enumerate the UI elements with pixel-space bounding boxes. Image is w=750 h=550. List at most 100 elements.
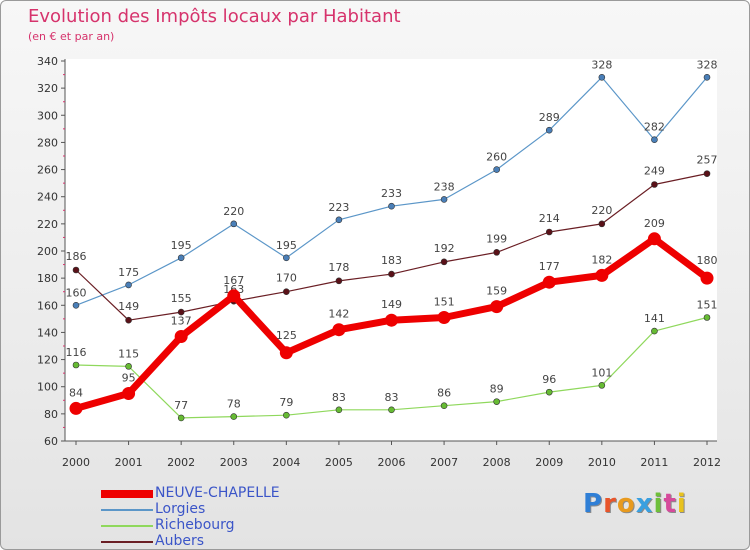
data-point-lorgies (440, 196, 448, 203)
data-label-aubers: 149 (118, 300, 139, 313)
data-label-neuve-chapelle: 177 (539, 260, 560, 273)
chart-title: Evolution des Impôts locaux par Habitant (28, 6, 401, 27)
x-tick-label: 2002 (167, 456, 195, 469)
data-label-lorgies: 328 (697, 58, 718, 71)
y-tick-label: 80 (44, 408, 58, 421)
data-label-lorgies: 195 (171, 239, 192, 252)
data-point-lorgies (493, 166, 500, 173)
data-point-neuve-chapelle (279, 346, 293, 360)
brand-letter: P (583, 489, 604, 519)
data-label-neuve-chapelle: 159 (486, 285, 507, 298)
data-point-aubers (177, 308, 185, 316)
data-point-aubers (283, 288, 290, 296)
legend-swatch (101, 525, 153, 527)
legend-swatch (101, 509, 153, 511)
y-tick-label: 220 (37, 218, 58, 231)
x-tick-label: 2007 (430, 456, 458, 469)
data-point-richebourg (440, 402, 448, 410)
data-point-neuve-chapelle (542, 275, 556, 289)
x-tick-label: 2001 (115, 456, 143, 469)
data-label-aubers: 183 (381, 254, 402, 267)
data-label-aubers: 257 (697, 154, 718, 167)
legend-swatch (101, 490, 153, 498)
data-label-neuve-chapelle: 125 (276, 329, 297, 342)
data-label-aubers: 214 (539, 212, 560, 225)
y-tick-label: 140 (37, 326, 58, 339)
data-label-neuve-chapelle: 180 (697, 254, 718, 267)
data-label-aubers: 170 (276, 272, 297, 285)
legend-label: Aubers (155, 533, 204, 549)
data-point-aubers (125, 316, 132, 324)
data-label-lorgies: 238 (434, 180, 455, 193)
data-point-neuve-chapelle (700, 271, 714, 285)
x-tick-label: 2005 (325, 456, 353, 469)
legend-label: Lorgies (155, 501, 206, 517)
brand-letter: r (603, 489, 617, 519)
chart-subtitle: (en € et par an) (28, 30, 115, 43)
data-label-richebourg: 83 (385, 391, 399, 404)
data-label-neuve-chapelle: 84 (69, 386, 83, 399)
brand-letter: o (616, 489, 636, 519)
data-point-richebourg (388, 406, 395, 414)
data-point-richebourg (703, 314, 711, 321)
data-label-lorgies: 223 (328, 201, 349, 214)
data-label-richebourg: 89 (490, 383, 504, 396)
data-label-aubers: 220 (591, 204, 612, 217)
y-tick-label: 200 (37, 245, 58, 258)
data-point-lorgies (335, 216, 343, 224)
data-point-aubers (651, 181, 658, 188)
x-tick-label: 2008 (483, 456, 511, 469)
data-label-neuve-chapelle: 142 (328, 308, 349, 321)
data-point-richebourg (177, 414, 185, 422)
legend-label: NEUVE-CHAPELLE (155, 485, 280, 501)
data-label-neuve-chapelle: 137 (171, 315, 192, 328)
data-point-lorgies (125, 281, 132, 289)
x-tick-label: 2000 (62, 456, 90, 469)
y-tick-label: 120 (37, 354, 58, 367)
data-point-neuve-chapelle (385, 313, 398, 327)
y-tick-label: 160 (37, 299, 58, 312)
y-tick-label: 280 (37, 136, 58, 149)
data-point-lorgies (72, 301, 80, 309)
y-tick-label: 340 (37, 55, 58, 68)
x-tick-label: 2012 (693, 456, 721, 469)
data-label-lorgies: 289 (539, 111, 560, 124)
data-point-richebourg (545, 388, 553, 396)
data-label-neuve-chapelle: 209 (644, 217, 665, 230)
brand-letter: i (676, 489, 687, 519)
data-label-richebourg: 96 (542, 373, 556, 386)
y-tick-label: 240 (37, 191, 58, 204)
data-point-richebourg (493, 398, 500, 405)
brand-letter: x (635, 489, 654, 519)
data-label-richebourg: 77 (174, 399, 188, 412)
data-label-lorgies: 220 (223, 205, 244, 218)
data-label-lorgies: 260 (486, 151, 507, 164)
data-label-lorgies: 282 (644, 121, 665, 134)
data-point-lorgies (283, 254, 290, 262)
data-point-lorgies (388, 202, 395, 210)
data-label-aubers: 192 (434, 242, 455, 255)
data-point-neuve-chapelle (227, 289, 241, 303)
x-tick-label: 2011 (640, 456, 668, 469)
data-point-neuve-chapelle (69, 401, 83, 415)
data-label-richebourg: 116 (66, 346, 87, 359)
data-point-aubers (388, 270, 395, 278)
data-label-richebourg: 151 (697, 299, 718, 312)
data-point-lorgies (545, 126, 553, 134)
legend-label: Richebourg (155, 517, 235, 533)
data-point-richebourg (230, 413, 238, 420)
y-tick-label: 60 (44, 435, 58, 448)
data-label-aubers: 186 (66, 250, 87, 263)
data-label-neuve-chapelle: 182 (591, 253, 612, 266)
data-point-aubers (335, 277, 343, 285)
data-point-lorgies (230, 220, 238, 228)
data-label-neuve-chapelle: 151 (434, 296, 455, 309)
data-point-neuve-chapelle (122, 387, 136, 400)
data-label-neuve-chapelle: 149 (381, 298, 402, 311)
data-label-richebourg: 83 (332, 391, 346, 404)
data-point-lorgies (703, 73, 711, 81)
brand-letter: i (653, 489, 664, 519)
data-point-neuve-chapelle (490, 300, 504, 314)
